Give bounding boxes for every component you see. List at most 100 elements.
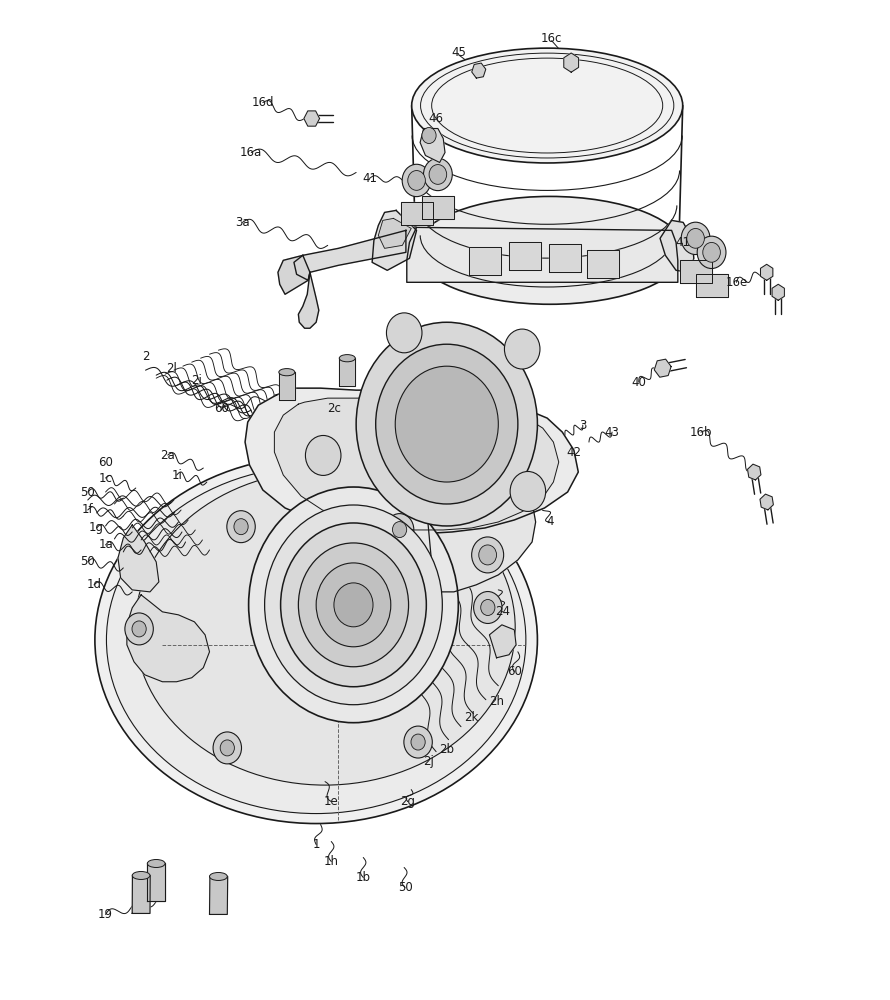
Polygon shape	[427, 485, 536, 592]
Text: 2i: 2i	[190, 374, 202, 387]
Text: 19: 19	[98, 908, 113, 921]
Ellipse shape	[339, 355, 355, 362]
Polygon shape	[209, 876, 228, 914]
Circle shape	[298, 543, 409, 667]
Text: 1: 1	[312, 838, 320, 851]
Circle shape	[687, 228, 704, 248]
Polygon shape	[407, 227, 678, 282]
Text: 16d: 16d	[252, 96, 274, 109]
Text: 40: 40	[631, 376, 646, 389]
Circle shape	[395, 366, 498, 482]
Polygon shape	[587, 250, 619, 278]
Circle shape	[479, 545, 497, 565]
Text: 45: 45	[451, 46, 465, 59]
Circle shape	[697, 236, 726, 269]
Circle shape	[334, 583, 373, 627]
Circle shape	[473, 592, 502, 623]
Text: 4: 4	[546, 515, 554, 528]
Text: 46: 46	[429, 112, 443, 125]
Circle shape	[220, 740, 234, 756]
Polygon shape	[127, 595, 209, 682]
Text: 2c: 2c	[327, 402, 341, 415]
Text: 41: 41	[362, 172, 377, 185]
Polygon shape	[298, 272, 319, 328]
Text: 1e: 1e	[324, 795, 338, 808]
Polygon shape	[549, 244, 581, 272]
Text: 1f: 1f	[82, 503, 93, 516]
Circle shape	[472, 537, 504, 573]
Circle shape	[424, 158, 452, 191]
Text: 43: 43	[604, 426, 619, 439]
Text: 41: 41	[676, 236, 691, 249]
Text: 1d: 1d	[86, 578, 101, 591]
Text: 2b: 2b	[440, 743, 454, 756]
Polygon shape	[294, 230, 406, 280]
Text: 1a: 1a	[98, 538, 113, 551]
Ellipse shape	[135, 471, 515, 785]
Polygon shape	[748, 464, 761, 480]
Circle shape	[125, 613, 153, 645]
Circle shape	[248, 487, 458, 723]
Polygon shape	[772, 284, 784, 300]
Polygon shape	[760, 494, 773, 510]
Circle shape	[422, 128, 436, 143]
Text: 2k: 2k	[465, 711, 479, 724]
Circle shape	[408, 171, 425, 190]
Polygon shape	[118, 525, 159, 592]
Polygon shape	[400, 202, 433, 225]
Polygon shape	[278, 255, 310, 294]
Polygon shape	[372, 210, 417, 270]
Text: 2a: 2a	[160, 449, 175, 462]
Text: 16c: 16c	[541, 32, 562, 45]
Polygon shape	[420, 129, 445, 162]
Text: 2h: 2h	[489, 695, 504, 708]
Text: 3a: 3a	[235, 216, 250, 229]
Polygon shape	[490, 625, 516, 658]
Circle shape	[132, 621, 146, 637]
Polygon shape	[279, 372, 295, 400]
Text: 50: 50	[80, 486, 95, 499]
Ellipse shape	[148, 859, 165, 867]
Polygon shape	[303, 111, 320, 126]
Text: 1i: 1i	[171, 469, 182, 482]
Polygon shape	[422, 196, 454, 219]
Circle shape	[703, 242, 720, 262]
Text: 1h: 1h	[324, 855, 339, 868]
Polygon shape	[509, 242, 541, 270]
Polygon shape	[563, 53, 578, 72]
Circle shape	[316, 563, 391, 647]
Text: 1b: 1b	[356, 871, 371, 884]
Polygon shape	[339, 358, 355, 386]
Polygon shape	[680, 260, 712, 283]
Text: 60: 60	[507, 665, 522, 678]
Polygon shape	[696, 274, 728, 297]
Circle shape	[404, 726, 433, 758]
Text: 1g: 1g	[89, 521, 104, 534]
Circle shape	[234, 519, 248, 535]
Polygon shape	[148, 863, 165, 901]
Text: 60: 60	[214, 402, 229, 415]
Circle shape	[213, 732, 241, 764]
Text: 16b: 16b	[690, 426, 712, 439]
Text: 2g: 2g	[400, 795, 415, 808]
Text: 16e: 16e	[725, 276, 748, 289]
Polygon shape	[469, 247, 501, 275]
Circle shape	[481, 600, 495, 615]
Circle shape	[681, 222, 710, 255]
Text: 2l: 2l	[166, 362, 177, 375]
Text: 16a: 16a	[240, 146, 263, 159]
Text: 2j: 2j	[424, 755, 434, 768]
Circle shape	[386, 313, 422, 353]
Text: 1c: 1c	[99, 472, 112, 485]
Polygon shape	[472, 63, 486, 78]
Circle shape	[505, 329, 540, 369]
Circle shape	[402, 164, 431, 197]
Text: 3: 3	[579, 419, 587, 432]
Circle shape	[280, 523, 426, 687]
Text: 50: 50	[80, 555, 95, 568]
Text: 60: 60	[98, 456, 113, 469]
Circle shape	[356, 322, 538, 526]
Polygon shape	[245, 388, 578, 534]
Polygon shape	[660, 220, 694, 272]
Ellipse shape	[107, 466, 526, 814]
